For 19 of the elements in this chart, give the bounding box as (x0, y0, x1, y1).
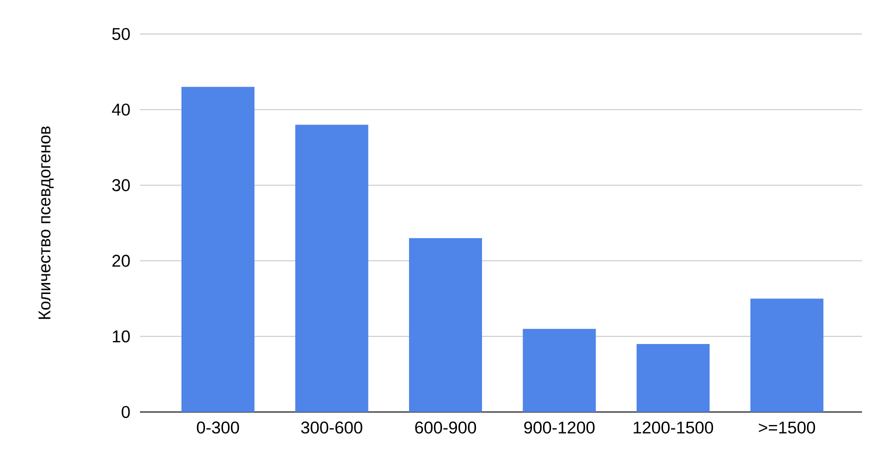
bar (295, 124, 368, 412)
bar (522, 328, 596, 412)
y-tick-label: 0 (122, 406, 130, 418)
bar (181, 86, 254, 412)
y-tick-label: 30 (112, 179, 130, 192)
bar (636, 344, 710, 412)
y-tick-label: 40 (112, 104, 130, 116)
x-tick-label: 0-300 (196, 422, 240, 434)
x-tick-label: 300-600 (301, 422, 362, 434)
x-tick-label: 1200-1500 (634, 422, 714, 434)
x-tick-label: 900-1200 (524, 422, 595, 434)
y-axis-title: Количество псевдогенов (38, 126, 54, 319)
x-tick-label: 600-900 (415, 422, 476, 434)
bar (750, 298, 824, 412)
bar (409, 238, 482, 412)
y-tick-label: 20 (112, 254, 130, 267)
y-tick-label: 10 (112, 330, 130, 342)
y-tick-label: 50 (112, 28, 130, 40)
x-tick-label: >=1500 (758, 422, 816, 434)
